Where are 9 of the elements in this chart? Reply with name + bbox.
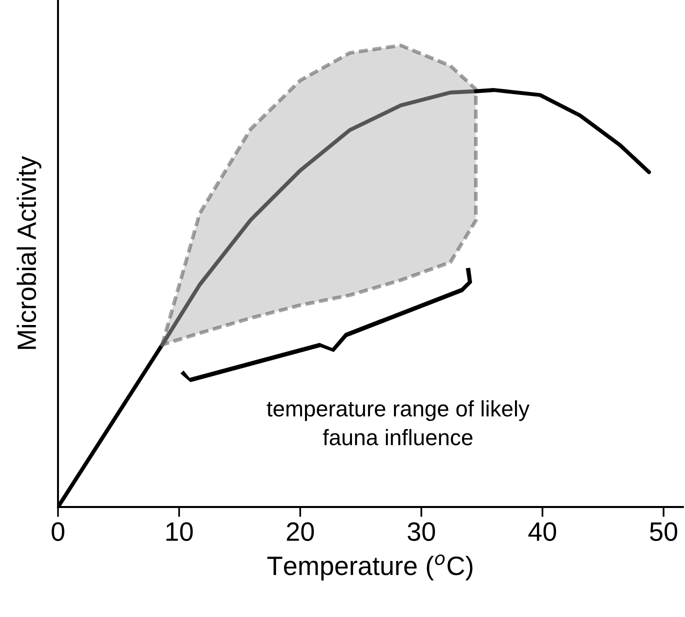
x-tick-label: 40 [528, 522, 556, 541]
y-axis-title: Microbial Activity [16, 156, 42, 349]
x-axis-title: Temperature ($^{o}$C) [267, 554, 472, 580]
x-tick-label: 20 [286, 522, 314, 541]
x-tick-label: 30 [408, 522, 435, 541]
annotation: temperature range of likely fauna influence [266, 400, 530, 446]
x-tick-label: 10 [166, 522, 193, 541]
x-tick-label: 50 [650, 522, 678, 541]
x-tick-label: 0 [52, 522, 64, 541]
